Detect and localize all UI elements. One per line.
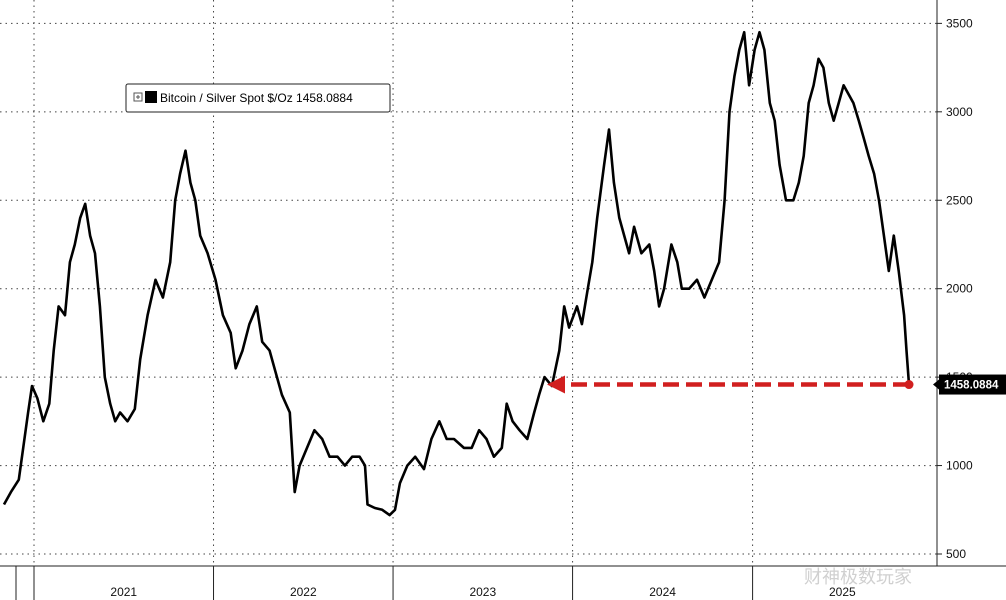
last-value-pointer [933,379,939,390]
year-label-2022: 2022 [290,585,317,599]
y-tick-label-2000: 2000 [946,282,973,296]
series-layer [2,30,911,517]
series-line-0 [2,30,911,517]
annotation-end-dot [904,380,914,390]
annotation-layer [547,375,914,394]
watermark-text: 财神极数玩家 [804,567,912,587]
year-label-2025: 2025 [829,585,856,599]
y-tick-label-3000: 3000 [946,105,973,119]
legend-swatch [145,91,157,103]
legend-label: Bitcoin / Silver Spot $/Oz 1458.0884 [160,91,353,105]
y-tick-label-1000: 1000 [946,459,973,473]
year-label-2024: 2024 [649,585,676,599]
annotation-arrowhead [547,375,565,394]
legend: Bitcoin / Silver Spot $/Oz 1458.0884 [125,83,391,113]
last-value-label: 1458.0884 [944,380,999,392]
legend-box [125,83,391,113]
year-label-2021: 2021 [110,585,137,599]
year-label-2023: 2023 [469,585,496,599]
y-tick-label-3500: 3500 [946,16,973,30]
gridlines [0,0,937,566]
y-tick-label-500: 500 [946,547,966,561]
last-value-box [939,374,1006,395]
y-tick-label-2500: 2500 [946,193,973,207]
